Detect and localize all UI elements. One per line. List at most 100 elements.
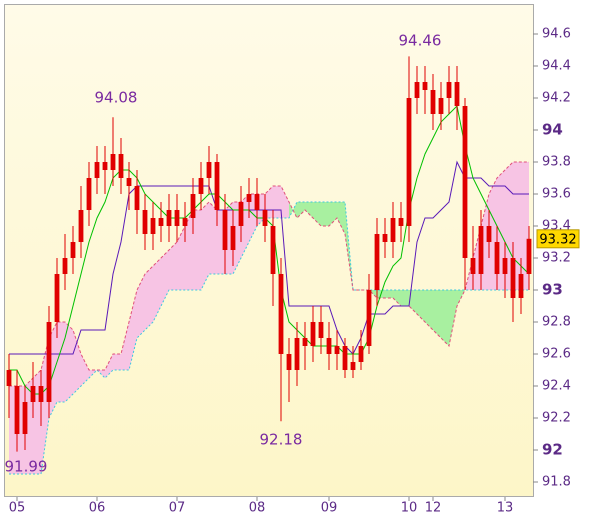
cloud-segment (73, 330, 81, 394)
base-line (9, 160, 529, 355)
candle-body (494, 242, 500, 274)
candle-body (94, 162, 100, 178)
candle-body (238, 202, 244, 226)
x-tick-label: 08 (249, 501, 266, 516)
candle-body (190, 194, 196, 218)
candle-body (302, 338, 308, 346)
candle-body (454, 82, 460, 106)
cloud-segment (441, 290, 449, 346)
annotation: 92.18 (260, 431, 303, 449)
cloud-segment (401, 290, 409, 306)
cloud-segment (209, 202, 217, 274)
y-tick-label: 92 (542, 441, 563, 459)
candle-body (14, 386, 20, 434)
x-tick-label: 13 (497, 501, 514, 516)
candle-body (30, 386, 36, 402)
candle-body (398, 218, 404, 226)
y-tick-label: 94.2 (542, 91, 571, 106)
candle-body (294, 338, 300, 370)
candle-body (422, 82, 428, 90)
y-tick-label: 93.2 (542, 251, 571, 266)
candle-body (70, 242, 76, 258)
candle-body (6, 370, 12, 386)
candle-body (526, 238, 532, 274)
cloud-segment (185, 210, 193, 290)
candle-body (174, 210, 180, 226)
candle-body (270, 226, 276, 274)
candle-body (262, 210, 268, 226)
cloud-segment (313, 202, 321, 226)
x-tick-label: 05 (9, 501, 26, 516)
candle-body (126, 178, 132, 186)
cloud-segment (425, 290, 433, 330)
y-tick-label: 94.4 (542, 59, 571, 74)
candle-body (374, 234, 380, 290)
candle-body (134, 186, 140, 210)
candle-body (462, 106, 468, 258)
candle-body (182, 218, 188, 226)
plot-area (4, 4, 534, 497)
cloud-segment (137, 274, 145, 338)
candle-body (382, 234, 388, 242)
candle-body (478, 226, 484, 274)
x-tick-label: 06 (89, 501, 106, 516)
annotation: 91.99 (5, 458, 48, 476)
candle-body (246, 194, 252, 202)
y-tick-label: 91.8 (542, 475, 571, 490)
candle-body (286, 354, 292, 370)
candle-body (166, 210, 172, 226)
cloud-segment (273, 186, 281, 218)
candle-body (486, 226, 492, 242)
cloud-segment (169, 242, 177, 290)
annotation: 94.46 (399, 32, 442, 50)
candle-body (206, 162, 212, 178)
cloud-segment (105, 354, 113, 378)
candle-body (230, 226, 236, 250)
candle-body (254, 194, 260, 210)
candle-body (222, 210, 228, 250)
cloud-segment (449, 290, 457, 346)
candle-body (510, 258, 516, 298)
candle-body (390, 218, 396, 242)
leading-span-b (9, 161, 529, 387)
cloud-segment (201, 202, 209, 290)
candle-body (110, 154, 116, 170)
candle-body (102, 162, 108, 170)
candle-body (214, 162, 220, 210)
candle-body (22, 402, 28, 434)
last-price-label: 93.32 (539, 232, 576, 247)
cloud-segment (153, 258, 161, 322)
candle-body (46, 322, 52, 402)
cloud-segment (177, 226, 185, 290)
cloud-segment (417, 290, 425, 322)
candle-body (334, 346, 340, 354)
cloud-segment (193, 210, 201, 290)
candle-body (54, 274, 60, 322)
conversion-line (9, 104, 530, 395)
y-tick-label: 92.4 (542, 379, 571, 394)
candle-body (438, 98, 444, 114)
y-tick-label: 92.2 (542, 411, 571, 426)
y-tick-label: 93.8 (542, 155, 571, 170)
candle-body (430, 90, 436, 114)
cloud-segment (393, 290, 401, 306)
candle-body (158, 218, 164, 226)
candle-body (62, 258, 68, 274)
candle-body (350, 362, 356, 370)
candle-body (78, 210, 84, 242)
y-tick-label: 93.6 (542, 187, 571, 202)
candle-body (118, 154, 124, 178)
x-tick-label: 12 (425, 501, 442, 516)
leading-span-a (9, 201, 529, 475)
candle-body (326, 338, 332, 354)
candle-body (406, 98, 412, 226)
candle-body (342, 346, 348, 370)
cloud-segment (81, 354, 89, 386)
candle-body (142, 210, 148, 234)
cloud-segment (329, 202, 337, 226)
annotation: 94.08 (95, 89, 138, 107)
cloud-segment (145, 266, 153, 330)
candle-body (38, 386, 44, 402)
y-tick-label: 94.6 (542, 27, 571, 42)
cloud-segment (305, 202, 313, 218)
